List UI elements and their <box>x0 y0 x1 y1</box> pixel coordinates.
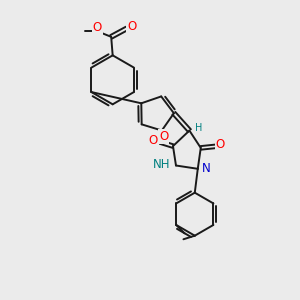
Text: O: O <box>127 20 136 33</box>
Text: O: O <box>216 138 225 152</box>
Text: N: N <box>202 162 211 175</box>
Text: O: O <box>149 134 158 147</box>
Text: H: H <box>195 123 202 133</box>
Text: O: O <box>159 130 168 143</box>
Text: O: O <box>92 21 102 34</box>
Text: NH: NH <box>153 158 171 171</box>
